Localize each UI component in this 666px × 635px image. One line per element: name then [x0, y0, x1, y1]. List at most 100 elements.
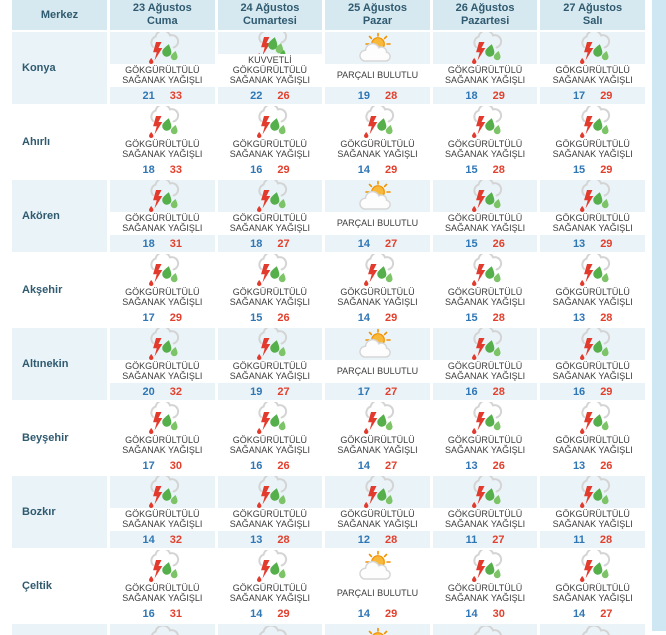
condition-label: GÖKGÜRÜLTÜLÜ SAĞANAK YAĞIŞLI: [432, 434, 538, 457]
date-label: 27 Ağustos: [563, 2, 623, 14]
thunderstorm-icon: [433, 106, 538, 138]
forecast-cell: GÖKGÜRÜLTÜLÜ SAĞANAK YAĞIŞLI 17 29: [110, 254, 215, 326]
min-temp: 16: [572, 385, 586, 398]
min-temp: 18: [142, 163, 155, 176]
day-label: Cumartesi: [242, 15, 297, 27]
column-header-day1: 23 Ağustos Cuma: [110, 0, 215, 30]
condition-label: GÖKGÜRÜLTÜLÜ SAĞANAK YAĞIŞLI: [110, 360, 215, 383]
condition-label: GÖKGÜRÜLTÜLÜ SAĞANAK YAĞIŞLI: [217, 138, 323, 161]
partly-cloudy-icon: [325, 180, 430, 212]
thunderstorm-icon: [325, 106, 430, 138]
condition-label: GÖKGÜRÜLTÜLÜ SAĞANAK YAĞIŞLI: [432, 212, 538, 235]
date-label: 26 Ağustos: [455, 2, 515, 14]
min-temp: 17: [572, 89, 586, 102]
max-temp: 28: [384, 89, 398, 102]
city-name: Ahırlı: [12, 106, 107, 178]
max-temp: 29: [384, 163, 398, 176]
condition-label: GÖKGÜRÜLTÜLÜ SAĞANAK YAĞIŞLI: [325, 508, 430, 531]
thunderstorm-icon: [218, 180, 323, 212]
city-name: Çeltik: [12, 550, 107, 622]
thunderstorm-icon: [433, 180, 538, 212]
temperature-range: 14 29: [218, 605, 323, 622]
forecast-cell: GÖKGÜRÜLTÜLÜ SAĞANAK YAĞIŞLI 17 29: [540, 32, 645, 104]
thunderstorm-icon: [540, 32, 645, 64]
forecast-cell: GÖKGÜRÜLTÜLÜ SAĞANAK YAĞIŞLI 15 28: [432, 106, 538, 178]
day-label: Pazartesi: [460, 15, 510, 27]
condition-label: GÖKGÜRÜLTÜLÜ SAĞANAK YAĞIŞLI: [217, 212, 323, 235]
max-temp: 30: [492, 607, 505, 620]
condition-label: GÖKGÜRÜLTÜLÜ SAĞANAK YAĞIŞLI: [432, 508, 538, 531]
forecast-table: Merkez 23 Ağustos Cuma 24 Ağustos Cumart…: [12, 0, 645, 635]
max-temp: 29: [600, 89, 613, 102]
forecast-cell: GÖKGÜRÜLTÜLÜ SAĞANAK YAĞIŞLI 13 28: [540, 254, 645, 326]
max-temp: 26: [600, 459, 613, 472]
temperature-range: 19 28: [325, 87, 430, 104]
column-header-day4: 26 Ağustos Pazartesi: [432, 0, 538, 30]
forecast-cell: KUVVETLİ GÖKGÜRÜLTÜLÜ SAĞANAK YAĞIŞLI 22 2…: [217, 32, 323, 104]
condition-label: KUVVETLİ GÖKGÜRÜLTÜLÜ SAĞANAK YAĞIŞLI: [217, 54, 323, 87]
forecast-cell: [432, 624, 538, 635]
max-temp: 28: [600, 311, 613, 324]
min-temp: 13: [572, 237, 586, 250]
max-temp: 29: [492, 89, 505, 102]
min-temp: 14: [357, 163, 370, 176]
temperature-range: 18 29: [433, 87, 538, 104]
forecast-cell: GÖKGÜRÜLTÜLÜ SAĞANAK YAĞIŞLI 14 30: [432, 550, 538, 622]
thunderstorm-icon: [433, 550, 538, 582]
forecast-cell: PARÇALI BULUTLU 14 29: [325, 550, 430, 622]
thunderstorm-icon: [325, 254, 430, 286]
min-temp: 12: [357, 533, 370, 546]
condition-label: GÖKGÜRÜLTÜLÜ SAĞANAK YAĞIŞLI: [325, 434, 430, 457]
min-temp: 13: [465, 459, 478, 472]
temperature-range: 16 28: [433, 383, 538, 400]
temperature-range: 15 29: [540, 161, 645, 178]
max-temp: 27: [384, 459, 398, 472]
column-header-day2: 24 Ağustos Cumartesi: [217, 0, 323, 30]
forecast-cell: GÖKGÜRÜLTÜLÜ SAĞANAK YAĞIŞLI 13 26: [540, 402, 645, 474]
forecast-cell: GÖKGÜRÜLTÜLÜ SAĞANAK YAĞIŞLI 14 27: [540, 550, 645, 622]
temperature-range: 16 31: [110, 605, 215, 622]
min-temp: 18: [465, 89, 478, 102]
condition-label: PARÇALI BULUTLU: [325, 582, 430, 605]
partly-cloudy-icon: [325, 550, 430, 582]
forecast-cell: GÖKGÜRÜLTÜLÜ SAĞANAK YAĞIŞLI 14 29: [217, 550, 323, 622]
temperature-range: 16 29: [540, 383, 645, 400]
forecast-cell: GÖKGÜRÜLTÜLÜ SAĞANAK YAĞIŞLI 14 27: [325, 402, 430, 474]
thunderstorm-icon: [433, 476, 538, 508]
forecast-cell: GÖKGÜRÜLTÜLÜ SAĞANAK YAĞIŞLI 18 31: [110, 180, 215, 252]
max-temp: 32: [169, 533, 183, 546]
forecast-cell: GÖKGÜRÜLTÜLÜ SAĞANAK YAĞIŞLI 16 28: [432, 328, 538, 400]
thunderstorm-icon: [325, 476, 430, 508]
forecast-cell: PARÇALI BULUTLU 14 27: [325, 180, 430, 252]
forecast-cell: PARÇALI BULUTLU 19 28: [325, 32, 430, 104]
city-name: Akören: [12, 180, 107, 252]
forecast-cell: GÖKGÜRÜLTÜLÜ SAĞANAK YAĞIŞLI 18 33: [110, 106, 215, 178]
thunderstorm-icon: [250, 624, 290, 635]
temperature-range: 14 27: [540, 605, 645, 622]
min-temp: 20: [142, 385, 155, 398]
temperature-range: 14 29: [325, 605, 430, 622]
condition-label: GÖKGÜRÜLTÜLÜ SAĞANAK YAĞIŞLI: [217, 360, 323, 383]
thunderstorm-icon: [465, 624, 505, 635]
forecast-cell: [110, 624, 215, 635]
thunderstorm-icon: [540, 254, 645, 286]
max-temp: 26: [277, 311, 290, 324]
forecast-cell: GÖKGÜRÜLTÜLÜ SAĞANAK YAĞIŞLI 14 29: [325, 106, 430, 178]
day-label: Pazar: [362, 15, 393, 27]
condition-label: PARÇALI BULUTLU: [325, 360, 430, 383]
thunderstorm-icon: [573, 624, 613, 635]
min-temp: 16: [142, 607, 155, 620]
forecast-cell: GÖKGÜRÜLTÜLÜ SAĞANAK YAĞIŞLI 20 32: [110, 328, 215, 400]
temperature-range: 19 27: [218, 383, 323, 400]
min-temp: 15: [250, 311, 263, 324]
max-temp: 31: [169, 607, 183, 620]
forecast-cell: GÖKGÜRÜLTÜLÜ SAĞANAK YAĞIŞLI 17 30: [110, 402, 215, 474]
min-temp: 18: [250, 237, 263, 250]
city-name: Bozkır: [12, 476, 107, 548]
min-temp: 14: [357, 459, 370, 472]
temperature-range: 17 29: [110, 309, 215, 326]
day-label: Cuma: [147, 15, 178, 27]
condition-label: GÖKGÜRÜLTÜLÜ SAĞANAK YAĞIŞLI: [432, 286, 538, 309]
temperature-range: 11 28: [540, 531, 645, 548]
